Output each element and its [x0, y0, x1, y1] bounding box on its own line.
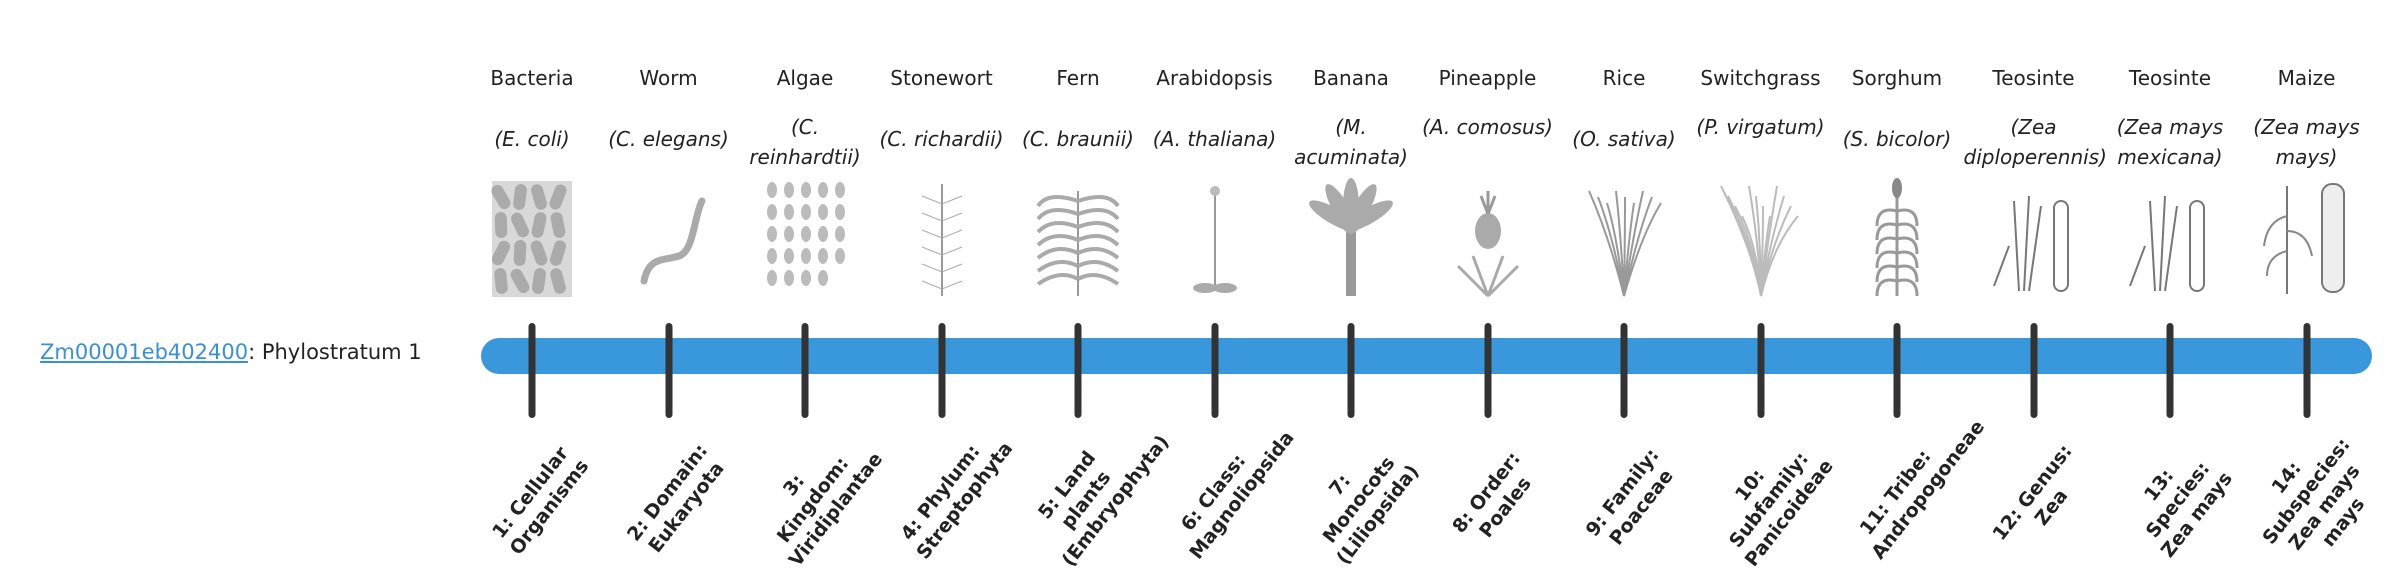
phylostratum-tick [2030, 323, 2037, 418]
rice-icon [1588, 190, 1662, 297]
organism-scientific-name: (E. coli) [494, 127, 570, 151]
organism-scientific-name: (C. braunii) [1022, 127, 1134, 151]
stonewort-icon [921, 184, 962, 296]
phylostratum-rank-label: 11: Tribe: Andropogoneae [1855, 416, 1990, 564]
organism-scientific-name: (P. virgatum) [1696, 115, 1825, 139]
phylostratum-rank-label: 2: Domain: Eukaryota [622, 439, 729, 557]
phylostratum-rank-label: 5: Land plants (Embryophyta) [1033, 431, 1174, 571]
organism-scientific-name: (C. richardii) [879, 127, 1004, 151]
phylostratum-tick [938, 323, 945, 418]
phylostratum-tick [2166, 323, 2174, 418]
phylostratum-tick [2303, 323, 2310, 418]
gene-id-link[interactable]: Zm00001eb402400 [40, 340, 249, 364]
organism-common-name: Arabidopsis [1156, 66, 1273, 90]
phylostratum-tick [801, 323, 809, 418]
banana-icon [1309, 178, 1393, 296]
teosinte-icon [1992, 195, 2069, 292]
worm-icon [640, 197, 705, 285]
organism-common-name: Maize [2277, 66, 2336, 90]
arabidopsis-icon [1192, 186, 1237, 293]
organism-scientific-name: (M. acuminata) [1294, 115, 1408, 169]
switchgrass-icon [1719, 185, 1799, 297]
phylostratum-tick [1484, 323, 1491, 418]
phylostratum-rank-label: 8: Order: Poales [1447, 447, 1536, 542]
organism-scientific-name: (Zea mays mays) [2253, 115, 2360, 169]
organism-common-name: Worm [639, 66, 698, 90]
pineapple-icon [1456, 191, 1519, 298]
phylostratum-rank-label: 1: Cellular Organisms [488, 442, 594, 560]
organism-scientific-name: (C. reinhardtii) [749, 115, 861, 169]
phylostratum-rank-label: 9: Family: Poaceae [1581, 444, 1678, 550]
bacteria-icon [491, 181, 572, 297]
phylostratum-tick [1211, 323, 1218, 418]
phylostratum-rank-label: 7: Monocots (Liliopsida) [1318, 452, 1424, 569]
organism-scientific-name: (Zea mays mexicana) [2116, 115, 2224, 169]
organism-common-name: Stonewort [890, 66, 993, 90]
phylostratum-rank-label: 10: Subfamily: Panicoideae [1724, 448, 1838, 571]
phylostratum-tick [1757, 323, 1764, 418]
organism-common-name: Teosinte [2128, 66, 2212, 90]
organism-scientific-name: (Zea diploperennis) [1963, 115, 2107, 169]
phylostratum-label: Phylostratum 1 [261, 340, 422, 364]
organism-common-name: Banana [1313, 66, 1389, 90]
algae-icon [767, 182, 845, 286]
organism-common-name: Pineapple [1438, 66, 1537, 90]
organism-common-name: Switchgrass [1700, 66, 1821, 90]
phylostratum-rank-label: 12: Genus: Zea [1987, 440, 2077, 545]
phylostratum-tick [1347, 323, 1355, 418]
organism-scientific-name: (A. thaliana) [1152, 127, 1277, 151]
fern-icon [1036, 191, 1120, 296]
phylostratum-tick [665, 323, 672, 418]
organism-common-name: Rice [1602, 66, 1646, 90]
phylostratum-tick [1074, 323, 1082, 418]
phylostratum-rank-label: 14: Subspecies: Zea mays mays [2257, 434, 2369, 555]
organism-common-name: Sorghum [1851, 66, 1943, 90]
phylostratum-rank-label: 3: Kingdom: Viridiplantae [772, 448, 888, 571]
phylostratum-tick [1620, 323, 1628, 418]
organism-common-name: Algae [776, 66, 834, 90]
phylostratum-rank-label: 4: Phylum: Streptophyta [896, 437, 1017, 564]
sorghum-icon [1875, 178, 1919, 297]
organism-scientific-name: (O. sativa) [1572, 127, 1676, 151]
gene-separator: : [248, 340, 256, 364]
organism-common-name: Fern [1056, 66, 1100, 90]
phylostratum-rank-label: 13: Species: Zea mays [2139, 457, 2237, 562]
phylostratum-bar [481, 338, 2372, 374]
phylostratum-rank-label: 6: Class: Magnoliopsida [1176, 427, 1299, 564]
teosinte-icon [2129, 195, 2205, 292]
organism-scientific-name: (C. elegans) [608, 127, 729, 151]
gene-label: Zm00001eb402400: Phylostratum 1 [40, 340, 422, 364]
organism-scientific-name: (S. bicolor) [1842, 127, 1952, 151]
phylostratum-tick [1893, 323, 1901, 418]
organism-scientific-name: (A. comosus) [1422, 115, 1553, 139]
phylostratum-tick [528, 323, 536, 418]
organism-common-name: Bacteria [490, 66, 574, 90]
maize-icon [2262, 183, 2345, 294]
organism-common-name: Teosinte [1992, 66, 2075, 90]
